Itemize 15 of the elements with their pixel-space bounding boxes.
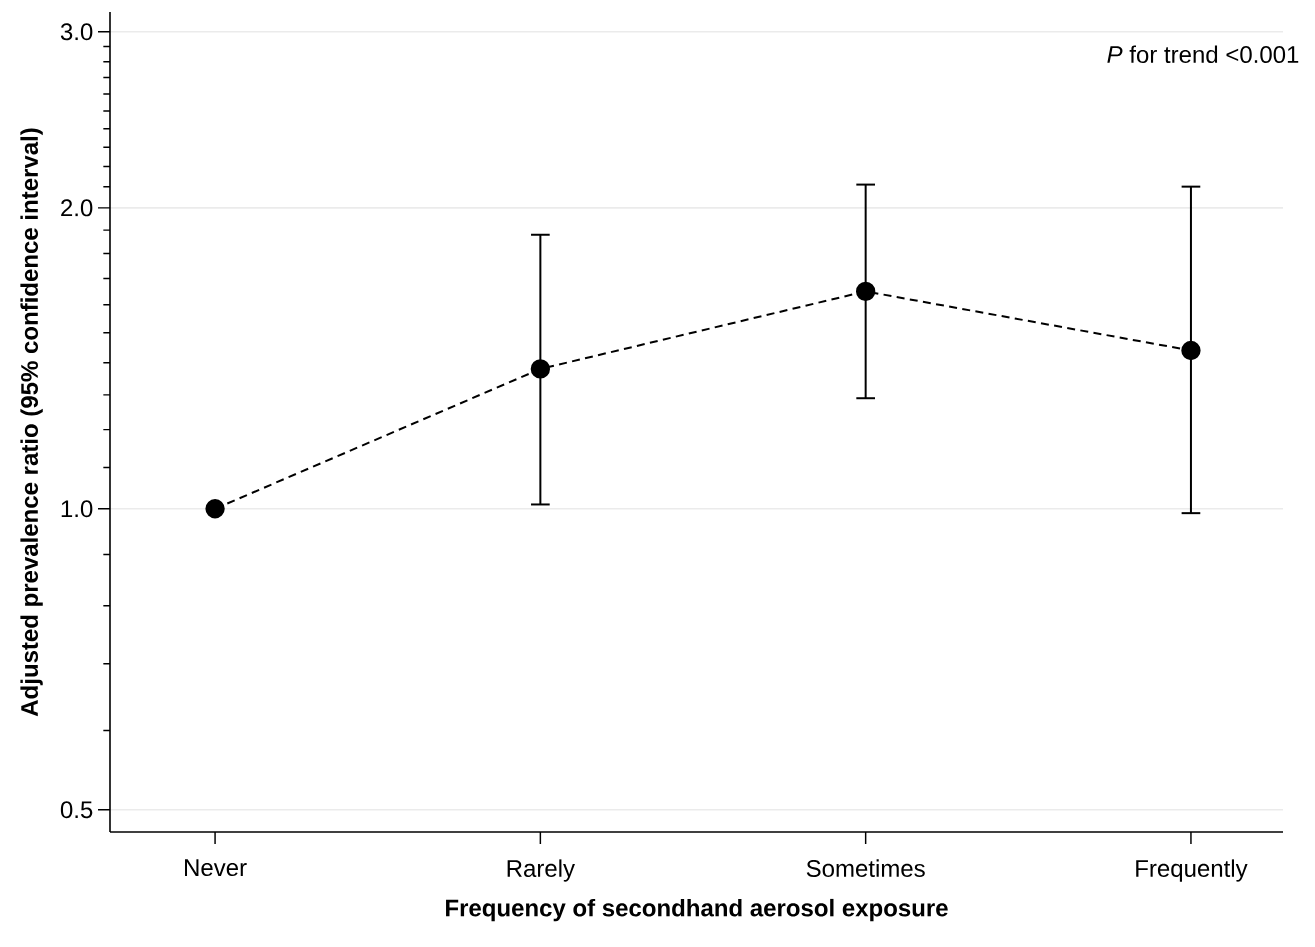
x-tick-label: Never (185, 859, 247, 877)
y-axis-title: Adjusted prevalence ratio (95% confidence interval) (20, 128, 43, 717)
y-tick-label: 2.0 (61, 199, 93, 217)
annotation: P for trend <0.001 (1107, 45, 1299, 64)
point (1181, 340, 1201, 361)
x-axis-title: Frequency of secondhand aerosol exposure (446, 898, 948, 922)
point (205, 499, 225, 519)
y-tick-label: 3.0 (60, 23, 93, 41)
point (855, 281, 876, 302)
x-tick-label: Rarely (507, 859, 575, 882)
y-tick-label: 1.0 (61, 500, 93, 518)
point (530, 359, 551, 379)
y-tick-label: 0.5 (60, 801, 93, 819)
x-tick-label: Sometimes (806, 859, 925, 877)
x-tick-label: Frequently (1136, 859, 1248, 882)
